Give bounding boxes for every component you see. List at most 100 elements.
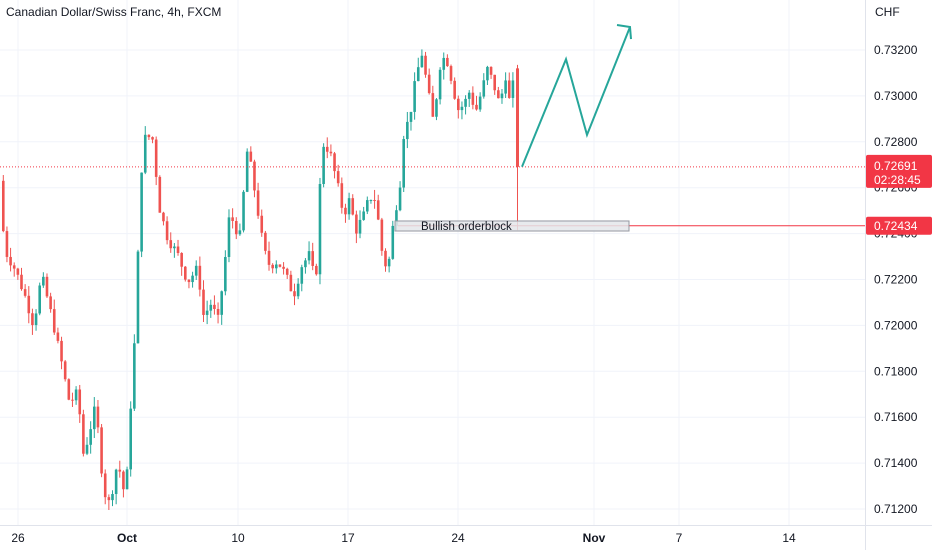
candle-body: [231, 217, 234, 221]
candle-body: [242, 191, 245, 231]
chart-title: Canadian Dollar/Swiss Franc, 4h, FXCM: [6, 5, 222, 19]
candle: [358, 210, 362, 239]
candle-body: [464, 98, 467, 107]
candle: [63, 359, 67, 382]
candle-body: [34, 313, 38, 326]
candle-body: [78, 389, 82, 415]
candle: [366, 196, 369, 215]
candle-body: [467, 92, 471, 99]
candle: [351, 194, 355, 216]
candle-body: [220, 291, 223, 315]
candle: [38, 282, 41, 316]
candle-body: [111, 494, 114, 501]
candle: [71, 392, 74, 408]
candle-body: [293, 291, 296, 297]
candle: [151, 136, 154, 144]
x-tick-label: 10: [231, 531, 245, 545]
candle: [362, 206, 365, 221]
candle-body: [304, 260, 307, 268]
candle: [387, 256, 391, 273]
candle: [438, 67, 442, 105]
candle-body: [340, 183, 344, 208]
candle: [23, 284, 27, 298]
candle-body: [96, 406, 100, 428]
grid-layer: [0, 0, 865, 525]
candle-body: [89, 429, 92, 445]
candle-body: [500, 93, 504, 99]
candle-body: [402, 139, 405, 188]
candle: [384, 248, 387, 272]
candle-body: [460, 106, 464, 111]
candle-body: [376, 200, 380, 220]
candle-body: [154, 139, 158, 177]
candle-body: [355, 214, 358, 234]
candle-body: [143, 134, 147, 173]
candle-body: [122, 471, 125, 490]
candle-body: [184, 266, 187, 280]
candle-body: [125, 469, 129, 490]
candle: [49, 292, 52, 313]
candle: [424, 51, 427, 78]
candle: [125, 466, 129, 490]
candle-body: [457, 98, 460, 111]
candle-body: [103, 473, 107, 498]
candle-body: [180, 253, 183, 267]
y-tick-label: 0.72200: [874, 273, 918, 287]
candle: [344, 203, 347, 223]
candle-last: [516, 64, 519, 231]
candle: [446, 54, 449, 67]
candle-body: [285, 268, 289, 275]
candle: [391, 220, 395, 260]
candle: [103, 469, 107, 505]
candle-body: [438, 69, 442, 100]
candle-body: [329, 151, 333, 154]
candle-body: [56, 332, 60, 341]
candle-body: [136, 251, 140, 344]
candle: [347, 192, 351, 220]
candle-body: [107, 497, 111, 501]
candle-body: [12, 265, 16, 269]
candle-body: [227, 217, 231, 257]
candle-body: [118, 469, 122, 472]
candle: [398, 181, 402, 212]
candle-body: [191, 275, 194, 283]
candle: [227, 209, 231, 263]
candle: [511, 72, 515, 108]
candle-body: [391, 225, 395, 259]
candle: [275, 260, 278, 274]
candle: [9, 247, 12, 272]
candle: [264, 230, 267, 255]
candle: [457, 95, 460, 119]
candle-body: [398, 187, 402, 211]
candle: [409, 111, 413, 131]
candle: [169, 232, 173, 253]
candle-body: [60, 340, 63, 362]
candle: [267, 241, 271, 271]
y-tick-label: 0.71400: [874, 456, 918, 470]
candle: [442, 52, 446, 80]
candle-body: [482, 80, 486, 97]
candle-body: [147, 134, 151, 138]
candle: [2, 175, 5, 233]
candle: [234, 217, 238, 240]
candle: [118, 460, 122, 478]
candle: [56, 327, 60, 344]
candle-body: [253, 161, 256, 191]
candle-body: [373, 200, 376, 202]
candle: [336, 164, 340, 187]
candle-body: [38, 285, 41, 314]
annotations-layer: Bullish orderblock: [0, 24, 865, 233]
candle: [198, 256, 202, 297]
y-tick-label: 0.71200: [874, 502, 918, 516]
candle: [224, 250, 227, 296]
candle-body: [20, 274, 23, 290]
candle: [27, 286, 31, 324]
candle-body: [256, 190, 260, 216]
candle: [209, 299, 213, 318]
candle: [497, 86, 500, 99]
y-tick-label: 0.73200: [874, 43, 918, 57]
candle: [355, 210, 358, 244]
candle-body: [489, 66, 493, 75]
